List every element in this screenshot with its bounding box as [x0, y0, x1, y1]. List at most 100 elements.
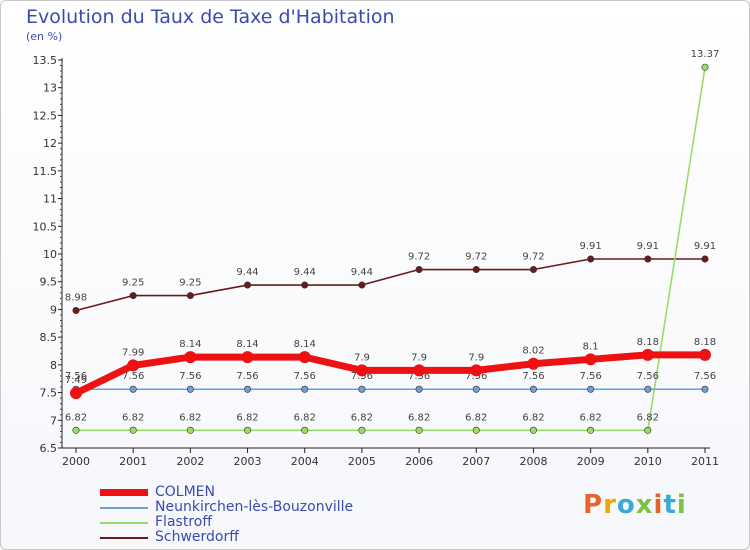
- x-tick-label: 2011: [691, 455, 719, 468]
- legend-label: Flastroff: [155, 514, 212, 530]
- data-point: [701, 255, 709, 263]
- data-label: 6.82: [522, 412, 544, 423]
- x-tick-label: 2006: [405, 455, 433, 468]
- y-tick-label: 12.5: [33, 109, 58, 122]
- x-tick-label: 2003: [234, 455, 262, 468]
- y-tick-label: 12: [43, 137, 57, 150]
- logo-letter: r: [603, 490, 617, 520]
- data-point: [472, 385, 480, 393]
- series-schwerdorff: 8.98 9.25 9.25 9.44 9.44 9.44 9.72 9.72 9.72 9.91…: [65, 241, 716, 315]
- data-point: [644, 255, 652, 263]
- y-tick-label: 10.5: [33, 220, 58, 233]
- data-point: [701, 385, 709, 393]
- x-tick-label: 2002: [176, 455, 204, 468]
- data-point: [415, 385, 423, 393]
- data-label: 9.25: [179, 278, 201, 289]
- y-tick-label: 6.5: [40, 442, 58, 455]
- series-line: [75, 258, 705, 312]
- x-tick-label: 2000: [62, 455, 90, 468]
- legend-label: Schwerdorff: [155, 529, 239, 545]
- data-label: 9.72: [465, 252, 487, 263]
- data-point: [587, 255, 595, 263]
- x-tick-label: 2008: [519, 455, 547, 468]
- data-point: [127, 359, 140, 372]
- data-label: 7.56: [522, 371, 544, 382]
- y-tick-label: 8: [50, 359, 57, 372]
- data-point: [358, 426, 366, 434]
- data-label: 9.25: [122, 278, 144, 289]
- x-tick-label: 2007: [462, 455, 490, 468]
- chart-legend: COLMEN Neunkirchen-lès-Bouzonville Flastro…: [100, 485, 353, 545]
- data-point: [72, 307, 80, 315]
- data-label: 7.56: [294, 371, 316, 382]
- data-point: [415, 426, 423, 434]
- logo-letter: i: [653, 490, 664, 520]
- data-point: [587, 385, 595, 393]
- data-point: [244, 385, 252, 393]
- data-label: 9.44: [351, 267, 373, 278]
- data-label: 7.9: [468, 352, 484, 363]
- data-label: 9.72: [522, 252, 544, 263]
- data-point: [413, 364, 426, 377]
- data-label: 8.02: [522, 346, 544, 357]
- logo-letter: P: [583, 490, 604, 520]
- x-tick-label: 2004: [291, 455, 319, 468]
- logo-letter: t: [663, 490, 677, 520]
- logo-letter: o: [616, 490, 636, 520]
- data-label: 6.82: [65, 412, 87, 423]
- y-tick-label: 13.5: [33, 54, 58, 67]
- data-label: 9.44: [294, 267, 316, 278]
- data-label: 9.91: [694, 241, 716, 252]
- data-label: 6.82: [294, 412, 316, 423]
- data-label: 6.82: [351, 412, 373, 423]
- data-point: [72, 426, 80, 434]
- data-label: 6.82: [408, 412, 430, 423]
- series-line: [74, 351, 705, 397]
- data-label: 7.9: [411, 352, 427, 363]
- legend-item: Flastroff: [100, 515, 353, 530]
- x-tick-label: 2005: [348, 455, 376, 468]
- data-label: 8.98: [65, 293, 87, 304]
- y-tick-label: 10: [43, 248, 57, 261]
- y-tick-label: 11.5: [33, 165, 58, 178]
- legend-swatch: [100, 489, 148, 496]
- data-point: [298, 351, 311, 364]
- data-point: [241, 351, 254, 364]
- data-point: [186, 426, 194, 434]
- data-label: 7.56: [179, 371, 201, 382]
- data-label: 6.82: [637, 412, 659, 423]
- data-point: [129, 385, 137, 393]
- data-point: [184, 351, 197, 364]
- data-label: 7.56: [122, 371, 144, 382]
- data-point: [355, 364, 368, 377]
- data-label: 7.56: [580, 371, 602, 382]
- y-tick-label: 13: [43, 82, 57, 95]
- x-tick-label: 2001: [119, 455, 147, 468]
- data-point: [244, 426, 252, 434]
- data-point: [358, 281, 366, 289]
- data-point: [129, 426, 137, 434]
- y-tick-label: 8.5: [40, 331, 58, 344]
- series-colmen: 7.49 7.99 8.14 8.14 8.14 7.9 7.9 7.9 8.02 8.1 8.18…: [65, 337, 716, 400]
- series-flastroff: 6.82 6.82 6.82 6.82 6.82 6.82 6.82 6.82 6.82 6.82…: [65, 49, 719, 434]
- data-label: 7.99: [122, 347, 144, 358]
- proxiti-logo: Proxiti: [583, 490, 687, 520]
- data-label: 8.1: [583, 341, 599, 352]
- chart-title: Evolution du Taux de Taxe d'Habitation: [26, 6, 395, 28]
- y-tick-label: 9: [50, 303, 57, 316]
- data-label: 6.82: [236, 412, 258, 423]
- data-point: [472, 266, 480, 274]
- data-point: [644, 385, 652, 393]
- data-label: 7.49: [65, 375, 87, 386]
- data-point: [415, 266, 423, 274]
- data-label: 6.82: [465, 412, 487, 423]
- data-label: 7.56: [236, 371, 258, 382]
- legend-swatch: [100, 522, 148, 524]
- data-label: 9.44: [236, 267, 258, 278]
- y-tick-label: 7.5: [40, 387, 58, 400]
- data-point: [587, 426, 595, 434]
- data-point: [244, 281, 252, 289]
- data-point: [529, 426, 537, 434]
- data-label: 9.91: [580, 241, 602, 252]
